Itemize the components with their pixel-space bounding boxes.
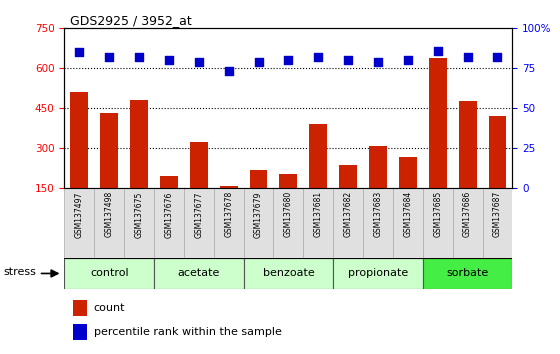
FancyBboxPatch shape: [154, 188, 184, 258]
Text: GSM137681: GSM137681: [314, 191, 323, 237]
FancyBboxPatch shape: [154, 258, 244, 289]
Bar: [190, 143, 208, 227]
Text: GSM137498: GSM137498: [105, 191, 114, 238]
Bar: [73, 324, 87, 340]
FancyBboxPatch shape: [423, 258, 512, 289]
Point: [463, 54, 472, 60]
Text: GDS2925 / 3952_at: GDS2925 / 3952_at: [70, 14, 192, 27]
Point: [75, 50, 84, 55]
Bar: [309, 124, 327, 227]
Bar: [130, 100, 148, 227]
FancyBboxPatch shape: [64, 188, 94, 258]
FancyBboxPatch shape: [333, 258, 423, 289]
Point: [314, 54, 323, 60]
Bar: [279, 175, 297, 227]
Bar: [369, 147, 387, 227]
Point: [403, 57, 412, 63]
Text: GSM137683: GSM137683: [374, 191, 382, 238]
FancyBboxPatch shape: [452, 188, 483, 258]
Point: [344, 57, 353, 63]
Text: GSM137676: GSM137676: [165, 191, 174, 238]
Text: GSM137680: GSM137680: [284, 191, 293, 238]
Text: stress: stress: [3, 267, 36, 277]
Point: [374, 59, 382, 65]
FancyBboxPatch shape: [184, 188, 214, 258]
Bar: [488, 116, 506, 227]
Text: percentile rank within the sample: percentile rank within the sample: [94, 327, 281, 337]
Point: [224, 69, 233, 74]
FancyBboxPatch shape: [363, 188, 393, 258]
FancyBboxPatch shape: [333, 188, 363, 258]
Text: control: control: [90, 268, 128, 279]
Point: [284, 57, 293, 63]
Bar: [220, 186, 237, 227]
Text: GSM137684: GSM137684: [403, 191, 412, 238]
Text: GSM137687: GSM137687: [493, 191, 502, 238]
FancyBboxPatch shape: [393, 188, 423, 258]
Bar: [100, 113, 118, 227]
Point: [134, 54, 143, 60]
Text: count: count: [94, 303, 125, 313]
FancyBboxPatch shape: [214, 188, 244, 258]
FancyBboxPatch shape: [304, 188, 333, 258]
Text: GSM137497: GSM137497: [75, 191, 84, 238]
Text: benzoate: benzoate: [263, 268, 314, 279]
FancyBboxPatch shape: [244, 188, 273, 258]
FancyBboxPatch shape: [483, 188, 512, 258]
Point: [194, 59, 203, 65]
FancyBboxPatch shape: [273, 188, 304, 258]
Bar: [459, 101, 477, 227]
Point: [254, 59, 263, 65]
Text: GSM137686: GSM137686: [463, 191, 472, 238]
Text: GSM137679: GSM137679: [254, 191, 263, 238]
Point: [165, 57, 174, 63]
Bar: [73, 300, 87, 316]
Bar: [399, 157, 417, 227]
Bar: [160, 176, 178, 227]
FancyBboxPatch shape: [124, 188, 154, 258]
Bar: [339, 165, 357, 227]
FancyBboxPatch shape: [423, 188, 452, 258]
Point: [493, 54, 502, 60]
Text: GSM137675: GSM137675: [134, 191, 143, 238]
Text: GSM137677: GSM137677: [194, 191, 203, 238]
Point: [105, 54, 114, 60]
FancyBboxPatch shape: [94, 188, 124, 258]
Text: GSM137682: GSM137682: [344, 191, 353, 237]
Text: propionate: propionate: [348, 268, 408, 279]
Text: acetate: acetate: [178, 268, 220, 279]
Bar: [71, 92, 88, 227]
Bar: [429, 58, 447, 227]
FancyBboxPatch shape: [64, 258, 154, 289]
Bar: [250, 170, 268, 227]
Point: [433, 48, 442, 53]
Text: GSM137678: GSM137678: [224, 191, 233, 238]
Text: GSM137685: GSM137685: [433, 191, 442, 238]
FancyBboxPatch shape: [244, 258, 333, 289]
Text: sorbate: sorbate: [446, 268, 489, 279]
